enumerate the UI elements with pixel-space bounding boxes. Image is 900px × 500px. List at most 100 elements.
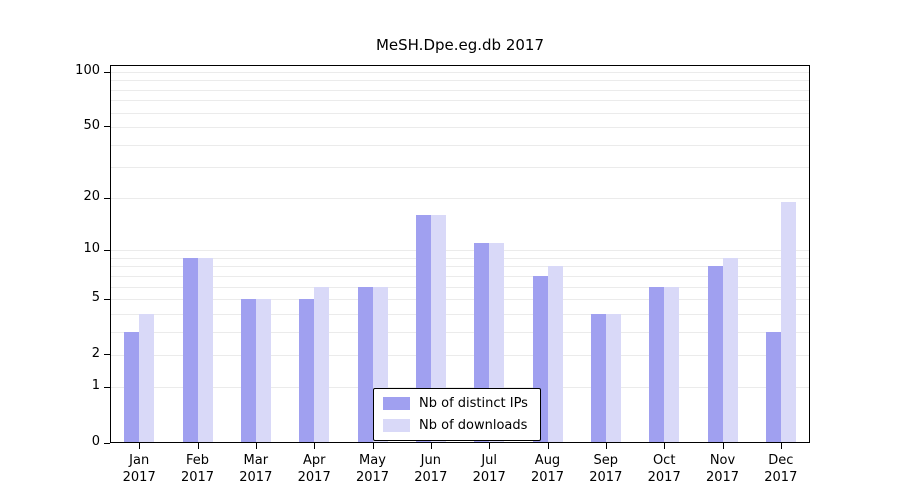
bar-distinct-ips-nov	[707, 266, 723, 443]
y-axis-tick-label: 100	[75, 63, 100, 78]
gridline	[111, 257, 809, 259]
chart-title: MeSH.Dpe.eg.db 2017	[375, 36, 545, 54]
y-axis-tick	[104, 249, 110, 251]
year-label: 2017	[180, 470, 215, 485]
x-axis-tick-label: Jan 2017	[111, 452, 167, 486]
gridline	[111, 266, 809, 268]
bar-downloads-mar	[255, 299, 271, 443]
month-label: Feb	[185, 453, 210, 468]
y-axis-tick-label: 5	[91, 290, 100, 305]
bar-downloads-nov	[722, 257, 738, 443]
y-axis-tick-label: 50	[83, 117, 100, 133]
year-label: 2017	[414, 470, 448, 485]
gridline	[111, 100, 809, 102]
x-axis-tick-label: May 2017	[345, 452, 401, 486]
y-axis-tick	[104, 354, 110, 356]
y-axis-tick	[104, 386, 110, 388]
month-label: Aug	[534, 453, 561, 468]
x-axis-tick	[489, 443, 491, 449]
bar-distinct-ips-mar	[240, 299, 256, 443]
month-label: Sep	[593, 453, 619, 468]
y-axis-tick-label: 20	[83, 189, 100, 205]
x-axis-tick	[139, 443, 141, 449]
bar-downloads-jun	[430, 215, 446, 443]
month-label: Mar	[243, 453, 269, 468]
month-label: May	[359, 453, 386, 468]
x-axis-tick-label: Sep 2017	[578, 452, 634, 486]
legend-label-downloads: Nb of downloads	[419, 418, 528, 433]
year-label: 2017	[472, 470, 506, 485]
gridline	[111, 331, 809, 333]
month-label: Oct	[652, 453, 676, 468]
bar-downloads-jan	[139, 313, 155, 443]
x-axis-tick	[430, 443, 432, 449]
month-label: Apr	[302, 453, 326, 468]
y-axis-tick	[104, 71, 110, 73]
bar-downloads-apr	[314, 286, 330, 443]
gridline	[111, 250, 809, 252]
gridline	[111, 89, 809, 91]
plot-border	[110, 65, 810, 443]
x-axis-tick	[255, 443, 257, 449]
x-axis-tick-label: Oct 2017	[636, 452, 692, 486]
year-label: 2017	[589, 470, 623, 485]
y-axis-tick-label: 2	[91, 345, 100, 361]
x-axis-tick-label: Dec 2017	[753, 452, 809, 486]
bar-distinct-ips-dec	[765, 331, 781, 443]
y-axis-tick-label: 0	[91, 434, 100, 449]
x-axis-tick-label: Jun 2017	[403, 452, 459, 486]
bar-downloads-aug	[547, 266, 563, 443]
bar-downloads-feb	[197, 257, 213, 443]
x-axis-tick	[197, 443, 199, 449]
gridline	[111, 144, 809, 146]
gridline	[111, 198, 809, 200]
x-axis-tick-label: Feb 2017	[170, 452, 226, 486]
legend-swatch-downloads	[383, 419, 410, 432]
x-axis-tick	[605, 443, 607, 449]
bar-downloads-dec	[780, 202, 796, 443]
y-axis-tick	[104, 126, 110, 128]
bar-downloads-sep	[605, 313, 621, 443]
gridline	[111, 286, 809, 288]
y-axis-tick	[104, 298, 110, 300]
x-axis-tick-label: Mar 2017	[228, 452, 284, 486]
x-axis-tick	[722, 443, 724, 449]
y-axis-tick	[104, 442, 110, 444]
year-label: 2017	[122, 470, 156, 485]
legend-label-distinct-ips: Nb of distinct IPs	[419, 396, 528, 411]
legend: Nb of distinct IPs Nb of downloads	[373, 388, 541, 441]
x-axis-tick	[780, 443, 782, 449]
month-label: Dec	[768, 453, 794, 468]
gridline	[111, 275, 809, 277]
year-label: 2017	[647, 470, 681, 485]
month-label: Nov	[709, 453, 736, 468]
bar-distinct-ips-apr	[299, 299, 315, 443]
gridline	[111, 126, 809, 128]
gridline	[111, 354, 809, 356]
legend-swatch-distinct-ips	[383, 397, 410, 410]
bar-distinct-ips-oct	[649, 286, 665, 443]
x-axis-tick-label: Nov 2017	[695, 452, 751, 486]
bar-distinct-ips-jun	[415, 215, 431, 443]
legend-entry-distinct-ips: Nb of distinct IPs	[383, 396, 528, 411]
x-axis-tick-label: Apr 2017	[286, 452, 342, 486]
year-label: 2017	[239, 470, 273, 485]
gridline	[111, 313, 809, 315]
bar-downloads-oct	[664, 286, 680, 443]
gridline	[111, 387, 809, 389]
bar-distinct-ips-may	[357, 286, 373, 443]
legend-entry-downloads: Nb of downloads	[383, 418, 528, 433]
bar-distinct-ips-feb	[182, 257, 198, 443]
x-axis-tick-label: Jul 2017	[461, 452, 517, 486]
month-label: Jun	[420, 453, 441, 468]
x-axis-tick	[372, 443, 374, 449]
year-label: 2017	[297, 470, 331, 485]
x-axis-tick	[664, 443, 666, 449]
month-label: Jan	[129, 453, 150, 468]
gridline	[111, 112, 809, 114]
y-axis-tick-label: 1	[91, 378, 100, 394]
y-axis-tick-label: 10	[83, 241, 100, 257]
year-label: 2017	[764, 470, 798, 485]
x-axis-tick-label: Aug 2017	[520, 452, 576, 486]
